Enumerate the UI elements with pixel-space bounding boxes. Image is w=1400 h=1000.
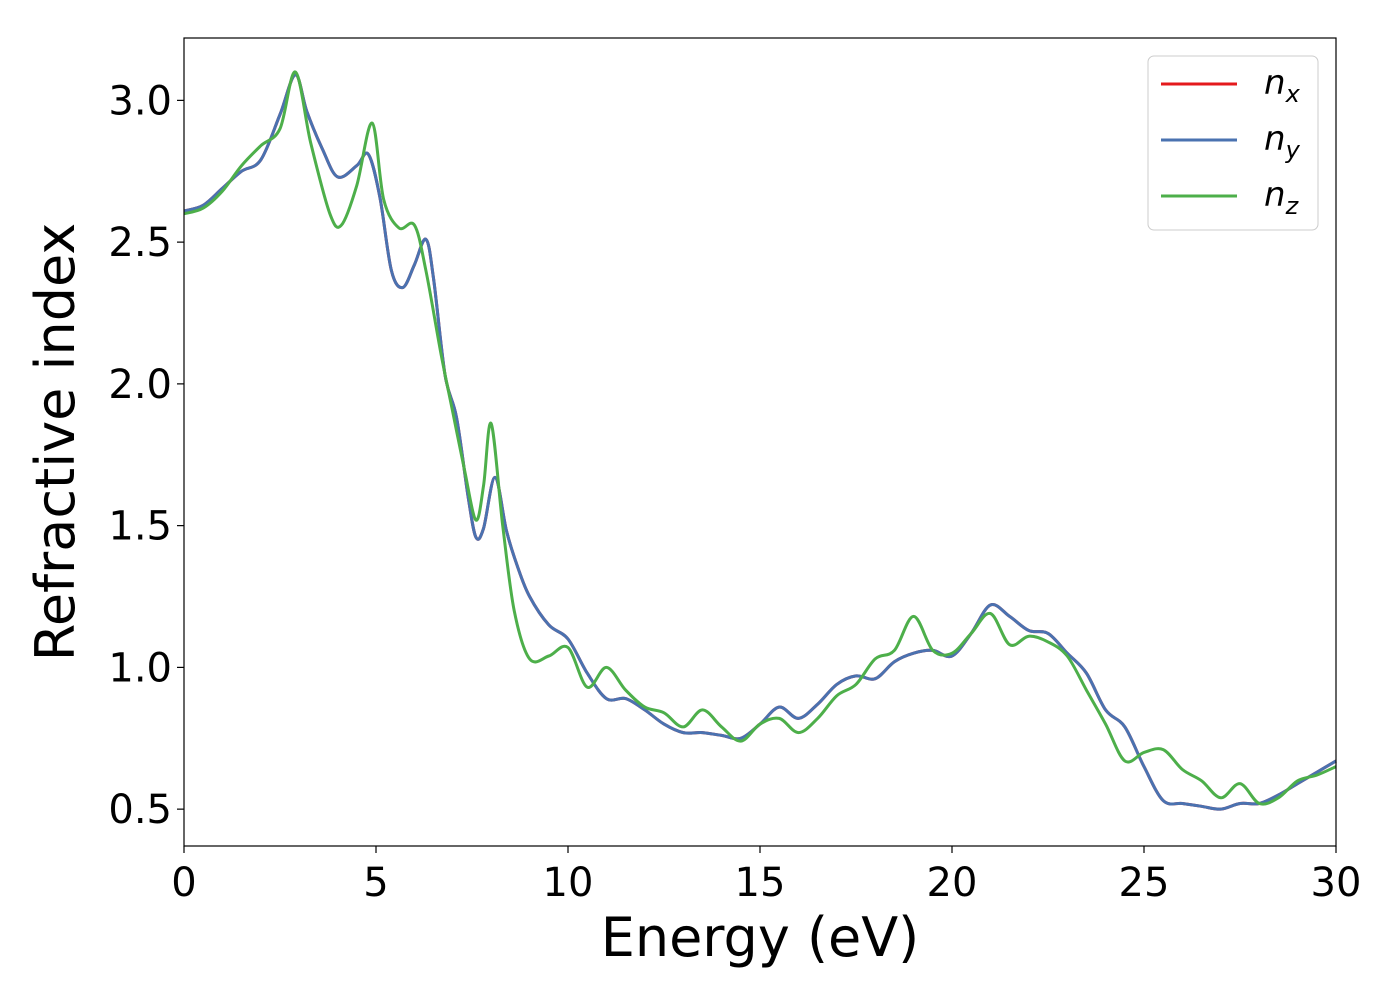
x-tick-label: 15 — [735, 860, 786, 906]
y-tick-label: 2.5 — [108, 220, 172, 266]
x-tick-label: 5 — [363, 860, 388, 906]
x-tick-label: 30 — [1311, 860, 1362, 906]
y-tick-label: 2.0 — [108, 362, 172, 408]
x-tick-label: 20 — [927, 860, 978, 906]
x-tick-label: 0 — [171, 860, 196, 906]
y-tick-label: 1.5 — [108, 504, 172, 550]
series-line-nz — [183, 70, 1337, 806]
y-axis-title: Refractive index — [24, 223, 87, 662]
y-tick-label: 0.5 — [108, 787, 172, 833]
legend-box — [1147, 55, 1319, 231]
y-axis: 0.5 1.0 1.5 2.0 2.5 3.0 — [108, 78, 184, 833]
x-tick-label: 25 — [1119, 860, 1170, 906]
lines-layer — [183, 70, 1337, 811]
y-tick-label: 3.0 — [108, 78, 172, 124]
x-tick-label: 10 — [543, 860, 594, 906]
x-axis-title: Energy (eV) — [601, 906, 920, 969]
y-tick-label: 1.0 — [108, 645, 172, 691]
series-line-ny — [183, 73, 1337, 811]
x-axis: 0 5 10 15 20 25 30 — [171, 846, 1361, 906]
